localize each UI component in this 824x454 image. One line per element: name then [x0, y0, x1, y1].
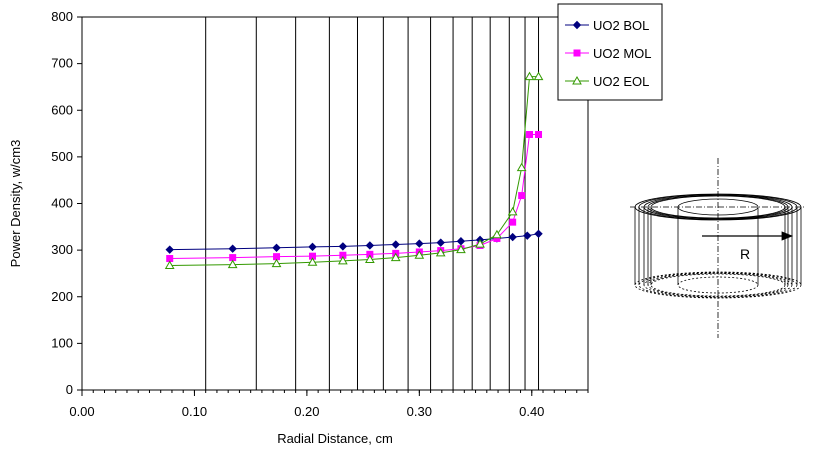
- y-tick-label: 300: [51, 242, 73, 257]
- y-tick-label: 100: [51, 335, 73, 350]
- data-point: [364, 254, 375, 263]
- radius-arrowhead: [781, 231, 794, 241]
- data-point: [535, 130, 543, 138]
- data-point: [518, 192, 526, 200]
- series-uo2-bol: [165, 229, 543, 254]
- y-tick-label: 200: [51, 289, 73, 304]
- y-tick-label: 600: [51, 102, 73, 117]
- data-point: [339, 251, 347, 259]
- data-point: [516, 162, 527, 172]
- data-point: [272, 243, 281, 253]
- data-point: [573, 49, 581, 57]
- data-point: [415, 239, 424, 248]
- y-axis-title: Power Density, w/cm3: [8, 140, 23, 268]
- x-axis-title: Radial Distance, cm: [277, 431, 393, 446]
- grid-lines: [205, 17, 540, 390]
- data-point: [366, 250, 374, 258]
- data-point: [309, 252, 317, 260]
- data-point: [493, 234, 501, 242]
- data-point: [533, 71, 544, 81]
- x-tick-label: 0.00: [69, 404, 94, 419]
- data-point: [572, 20, 582, 30]
- data-point: [164, 260, 175, 270]
- data-point: [227, 259, 238, 269]
- data-point: [229, 254, 237, 262]
- data-point: [228, 244, 237, 253]
- data-point: [508, 232, 517, 242]
- data-point: [365, 241, 375, 250]
- data-point: [534, 229, 543, 239]
- data-point: [166, 255, 174, 263]
- series-line: [169, 76, 539, 267]
- data-point: [338, 255, 348, 265]
- x-tick-label: 0.30: [407, 404, 432, 419]
- data-point: [572, 75, 582, 85]
- data-point: [273, 253, 281, 261]
- data-point: [338, 242, 348, 251]
- legend-label: UO2 BOL: [593, 18, 649, 33]
- data-point: [456, 237, 466, 246]
- legend-item: UO2 EOL: [565, 74, 649, 89]
- legend-label: UO2 MOL: [593, 46, 652, 61]
- plot-area: [81, 16, 589, 391]
- legend: UO2 BOL UO2 MOL UO2 EOL: [557, 3, 663, 101]
- data-point: [391, 240, 400, 249]
- data-point: [492, 229, 502, 239]
- y-tick-label: 500: [51, 149, 73, 164]
- fuel-pellet-diagram: [630, 158, 806, 338]
- legend-item: UO2 MOL: [565, 46, 652, 61]
- series-uo2-eol: [164, 71, 544, 270]
- data-point: [307, 257, 318, 266]
- y-tick-label: 700: [51, 56, 73, 71]
- data-point: [526, 130, 534, 138]
- y-tick-label: 400: [51, 196, 73, 211]
- series-uo2-mol: [166, 130, 543, 263]
- data-point: [509, 218, 517, 226]
- x-tick-label: 0.10: [182, 404, 207, 419]
- axes: [81, 16, 589, 391]
- data-point: [435, 247, 446, 257]
- x-tick-label: 0.40: [519, 404, 544, 419]
- radius-label: R: [740, 246, 750, 262]
- data-point: [436, 238, 445, 247]
- data-point: [414, 250, 425, 259]
- data-point: [308, 242, 317, 252]
- legend-item: UO2 BOL: [565, 18, 649, 33]
- data-point: [507, 206, 518, 216]
- data-point: [524, 71, 535, 81]
- data-point: [523, 231, 532, 240]
- data-point: [475, 239, 485, 248]
- series-line: [169, 133, 539, 260]
- x-tick-label: 0.20: [294, 404, 319, 419]
- data-point: [456, 244, 466, 254]
- data-point: [271, 258, 282, 268]
- data-point: [165, 245, 174, 254]
- x-axis-ticks: 0.00 0.10 0.20 0.30 0.40: [69, 390, 589, 419]
- data-series: [164, 71, 544, 270]
- data-point: [390, 252, 401, 262]
- y-tick-label: 0: [66, 382, 73, 397]
- y-axis-ticks: 0 100 200 300 400 500 600 700 800: [51, 9, 82, 397]
- y-tick-label: 800: [51, 9, 73, 24]
- legend-label: UO2 EOL: [593, 74, 649, 89]
